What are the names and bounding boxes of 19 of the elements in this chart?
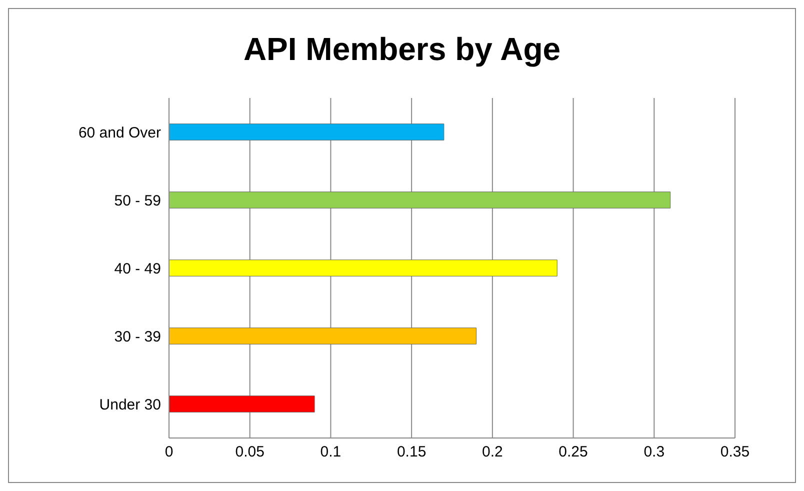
bar [169,328,477,344]
x-tick-label: 0.2 [482,444,503,461]
bar [169,396,315,412]
bar [169,124,444,140]
x-tick-label: 0.1 [320,444,342,461]
chart-title: API Members by Age [242,31,562,68]
y-tick-label: 60 and Over [78,124,161,142]
y-tick-label: 40 - 49 [114,260,161,278]
y-tick-label: 30 - 39 [114,328,161,346]
x-tick-label: 0.05 [235,444,264,461]
x-tick-label: 0.35 [720,444,750,461]
x-tick-label: 0.25 [558,444,588,461]
y-tick-label: 50 - 59 [114,192,161,210]
y-tick-label: Under 30 [99,396,161,414]
x-tick-label: 0.3 [644,444,665,461]
x-tick-label: 0.15 [396,444,426,461]
bar [169,192,671,208]
bar [169,260,558,276]
x-tick-label: 0 [164,444,174,461]
